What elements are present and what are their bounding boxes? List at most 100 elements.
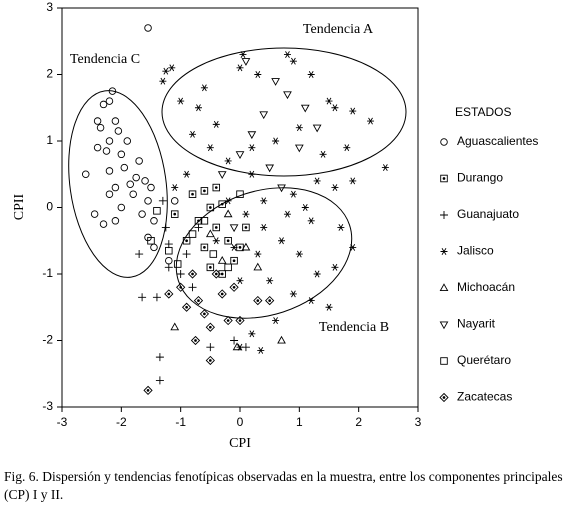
marker — [200, 243, 209, 252]
marker-part — [205, 322, 215, 332]
marker-part — [253, 295, 263, 306]
marker-part — [218, 270, 226, 278]
marker — [307, 71, 315, 78]
marker — [165, 256, 173, 265]
marker — [164, 263, 173, 272]
marker-part — [170, 322, 180, 331]
marker — [236, 343, 244, 351]
marker — [217, 255, 227, 264]
legend-marker — [439, 283, 449, 292]
marker-part — [191, 192, 194, 196]
marker — [312, 124, 322, 133]
marker-part — [141, 177, 149, 185]
legend-marker — [440, 357, 448, 365]
marker-part — [206, 203, 215, 212]
trend-ellipse — [175, 187, 353, 319]
marker — [155, 353, 164, 362]
marker-part — [220, 272, 224, 276]
marker — [230, 256, 238, 265]
marker-part — [155, 376, 164, 385]
marker — [99, 220, 108, 228]
marker — [349, 107, 357, 115]
marker-part — [439, 392, 449, 403]
marker — [300, 104, 310, 113]
marker-part — [173, 212, 177, 216]
marker-part — [176, 282, 186, 292]
marker-part — [239, 51, 247, 58]
marker — [277, 335, 286, 344]
marker-part — [277, 335, 286, 344]
trend-ellipse — [68, 90, 168, 278]
marker — [283, 91, 292, 100]
marker-part — [265, 295, 275, 306]
marker-part — [349, 107, 357, 115]
marker — [176, 282, 186, 292]
marker — [105, 190, 114, 198]
marker-part — [105, 190, 114, 198]
marker-part — [105, 167, 114, 175]
marker-part — [226, 239, 230, 243]
marker-part — [244, 226, 248, 229]
marker-part — [208, 266, 212, 269]
marker — [260, 224, 268, 231]
marker-part — [81, 170, 90, 178]
marker — [325, 97, 333, 105]
marker-part — [190, 335, 201, 346]
marker — [248, 170, 256, 178]
marker — [183, 170, 191, 178]
marker — [260, 197, 268, 205]
marker — [189, 130, 197, 138]
marker-part — [187, 269, 198, 279]
marker-part — [205, 355, 215, 366]
marker — [111, 183, 120, 192]
marker-part — [238, 319, 242, 322]
marker — [265, 295, 275, 306]
marker-part — [230, 336, 239, 345]
marker — [93, 117, 102, 125]
marker — [159, 77, 167, 85]
marker-part — [313, 270, 321, 278]
marker — [171, 184, 179, 191]
marker-part — [99, 100, 108, 109]
marker-part — [241, 242, 251, 251]
marker — [81, 170, 90, 178]
marker-part — [188, 190, 197, 198]
marker-part — [194, 339, 197, 342]
marker-part — [165, 246, 173, 255]
marker-part — [164, 289, 174, 299]
marker — [111, 117, 120, 125]
marker-part — [164, 263, 173, 272]
legend-label: Jalisco — [457, 244, 494, 258]
marker-part — [242, 210, 250, 218]
marker-part — [159, 77, 167, 85]
marker-part — [283, 210, 291, 218]
marker-part — [325, 97, 333, 105]
marker — [230, 336, 239, 345]
marker-part — [260, 224, 268, 231]
y-tick-label: -1 — [42, 266, 53, 280]
marker-part — [283, 91, 292, 100]
marker-part — [194, 223, 203, 232]
marker-part — [206, 343, 215, 352]
marker — [126, 180, 134, 188]
marker — [138, 293, 147, 302]
marker-part — [188, 230, 197, 238]
marker-part — [200, 243, 209, 252]
legend-label: Durango — [457, 171, 503, 185]
marker-part — [138, 210, 146, 218]
marker — [367, 117, 375, 125]
marker-part — [93, 117, 102, 125]
marker-part — [111, 117, 120, 125]
marker-part — [236, 190, 244, 198]
marker-part — [278, 237, 286, 245]
marker-part — [158, 196, 167, 205]
marker-part — [230, 243, 238, 251]
marker — [188, 190, 197, 198]
marker — [212, 237, 220, 245]
marker-part — [223, 209, 233, 218]
marker — [209, 250, 218, 258]
marker-part — [102, 147, 111, 155]
marker — [325, 303, 333, 311]
marker-part — [319, 150, 327, 158]
marker — [265, 164, 275, 173]
